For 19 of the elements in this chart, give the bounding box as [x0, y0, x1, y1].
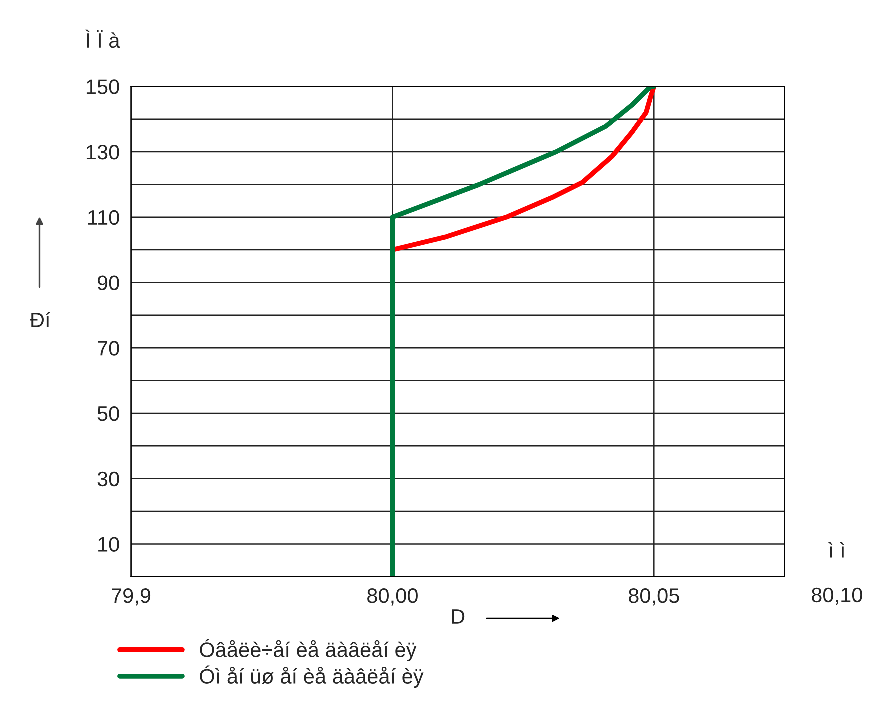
y-tick-label: 90 — [98, 276, 120, 290]
x-tick-label: 79,9 — [112, 588, 151, 606]
y-axis-title: Ðí — [30, 312, 51, 328]
text: ì ì — [828, 542, 844, 558]
text: 80,10 — [812, 588, 862, 606]
y-tick-label: 50 — [98, 406, 120, 422]
line-series — [390, 86, 657, 577]
y-tick-label: 10 — [98, 537, 120, 552]
y-tick-label: 70 — [98, 341, 120, 356]
y-tick-label: 130 — [86, 145, 120, 160]
x-tick-label: 80,00 — [368, 588, 418, 606]
legend-label: Óì åí üø åí èå äàâëåí èÿ — [200, 666, 424, 688]
y-tick-label: 150 — [86, 80, 120, 94]
text: Ì Ï à — [86, 30, 120, 48]
x-tick-label: 80,05 — [628, 588, 680, 606]
x-axis-title: D — [452, 610, 465, 624]
y-tick-label: 30 — [98, 472, 120, 487]
y-tick-label: 110 — [88, 210, 120, 226]
legend-label: Óâåëè÷åí èå äàâëåí èÿ — [200, 639, 417, 662]
